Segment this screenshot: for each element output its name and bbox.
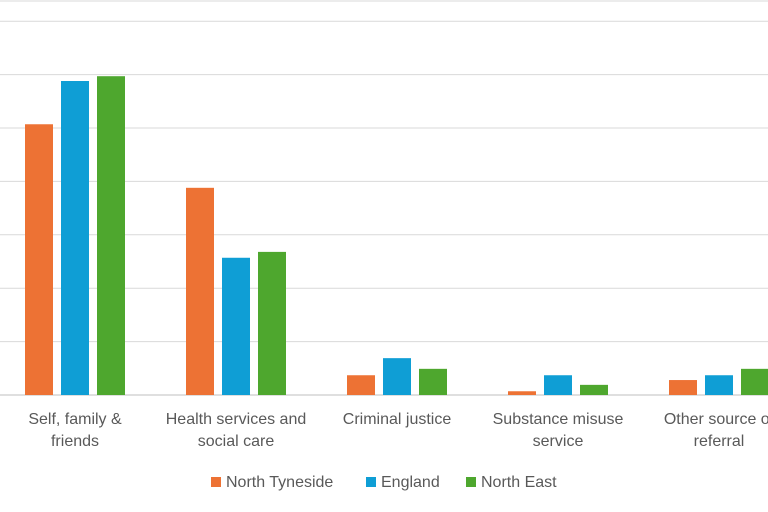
legend-label: North Tyneside: [226, 474, 333, 491]
legend-label: England: [381, 474, 440, 491]
legend-label: North East: [481, 474, 557, 491]
bar-north-east: [419, 368, 447, 395]
bar-england: [544, 375, 572, 395]
x-tick-label: Other source of: [664, 411, 768, 428]
legend-swatch: [466, 477, 476, 487]
bar-england: [705, 375, 733, 395]
x-tick-label: Criminal justice: [343, 411, 452, 428]
bar-north-tyneside: [508, 391, 536, 395]
bar-north-tyneside: [347, 375, 375, 395]
bar-north-tyneside: [186, 187, 214, 395]
x-tick-label: Substance misuse: [493, 411, 624, 428]
bar-north-tyneside: [669, 380, 697, 395]
bar-england: [61, 81, 89, 396]
x-tick-label: Health services and: [166, 411, 307, 428]
legend-swatch: [211, 477, 221, 487]
bar-north-east: [580, 384, 608, 395]
x-tick-label: service: [533, 433, 584, 450]
x-tick-label: social care: [198, 433, 275, 450]
x-tick-label: friends: [51, 433, 99, 450]
x-tick-label: referral: [694, 433, 745, 450]
bar-north-east: [258, 251, 286, 395]
bar-england: [383, 358, 411, 395]
bar-england: [222, 257, 250, 395]
legend-swatch: [366, 477, 376, 487]
bar-north-tyneside: [25, 124, 53, 396]
x-tick-label: Self, family &: [28, 411, 122, 428]
bar-north-east: [741, 368, 768, 395]
bar-north-east: [97, 76, 125, 396]
